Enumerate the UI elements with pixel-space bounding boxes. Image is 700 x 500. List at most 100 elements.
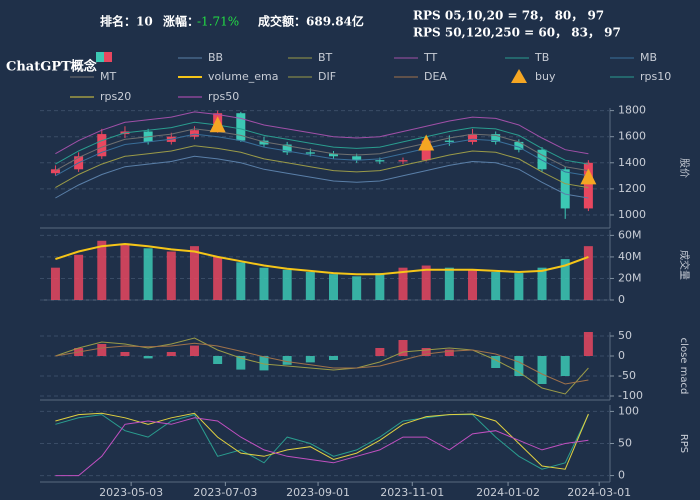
candle-body bbox=[583, 162, 593, 209]
buy-marker bbox=[580, 168, 597, 185]
chart-title: ChatGPT概念 bbox=[6, 59, 97, 75]
x-tick-label: 2024-03-01 bbox=[567, 486, 631, 499]
legend-label: rps10 bbox=[640, 70, 671, 83]
y-tick-label: 0 bbox=[618, 349, 625, 362]
series-line bbox=[55, 337, 589, 395]
y-tick-label: 20M bbox=[618, 271, 642, 284]
rps-short: RPS 05,10,20 = 78， 80， 97 bbox=[413, 9, 604, 23]
legend-label: TB bbox=[534, 51, 549, 64]
series-line bbox=[55, 111, 589, 155]
series-line bbox=[55, 128, 589, 172]
bar bbox=[491, 272, 501, 300]
legend-candle-icon bbox=[104, 52, 112, 62]
bar bbox=[282, 356, 292, 365]
legend-label: rps50 bbox=[208, 90, 239, 103]
bar bbox=[143, 356, 153, 359]
candle-body bbox=[282, 144, 292, 153]
legend-label: rps20 bbox=[100, 90, 131, 103]
bar bbox=[259, 356, 269, 371]
y-tick-label: 50 bbox=[618, 329, 632, 342]
legend-marker bbox=[511, 69, 527, 83]
y-tick-label: -100 bbox=[618, 389, 643, 402]
y-tick-label: 1800 bbox=[618, 104, 646, 117]
x-tick-label: 2023-11-01 bbox=[380, 486, 444, 499]
bar bbox=[120, 352, 130, 356]
candle-body bbox=[236, 113, 246, 141]
bar bbox=[97, 240, 107, 300]
bar bbox=[166, 251, 176, 300]
bar bbox=[537, 356, 547, 384]
y-tick-label: -50 bbox=[618, 369, 636, 382]
candle-body bbox=[328, 153, 338, 157]
y-tick-label: 100 bbox=[618, 404, 639, 417]
bar bbox=[444, 349, 454, 356]
legend-label: DEA bbox=[424, 70, 447, 83]
candle-body bbox=[97, 134, 107, 157]
y-axis-label: 成交量 bbox=[678, 250, 691, 280]
x-tick-label: 2023-05-03 bbox=[99, 486, 163, 499]
y-axis-label: close macd bbox=[678, 338, 689, 395]
candle-body bbox=[514, 141, 524, 150]
x-tick-label: 2023-09-01 bbox=[286, 486, 350, 499]
y-axis-label: 股价 bbox=[678, 158, 690, 178]
series-line bbox=[55, 417, 589, 477]
candle-body bbox=[352, 156, 362, 161]
rank: 排名：10 bbox=[100, 14, 153, 29]
series-line bbox=[55, 133, 589, 177]
series-line bbox=[55, 121, 589, 165]
bar bbox=[328, 356, 338, 360]
bar bbox=[259, 267, 269, 300]
candle-body bbox=[560, 169, 570, 209]
bar bbox=[375, 273, 385, 300]
bar bbox=[398, 340, 408, 356]
bar bbox=[236, 356, 246, 370]
change-label: 涨幅： bbox=[163, 14, 199, 29]
buy-marker bbox=[418, 134, 435, 151]
bar bbox=[213, 256, 223, 300]
series-line bbox=[55, 155, 589, 199]
candle-body bbox=[398, 160, 408, 162]
y-tick-label: 1000 bbox=[618, 208, 646, 221]
bar bbox=[537, 267, 547, 300]
bar bbox=[375, 348, 385, 356]
x-tick-label: 2023-07-03 bbox=[193, 486, 257, 499]
bar bbox=[189, 246, 199, 300]
legend-label: MT bbox=[100, 70, 116, 83]
buy-marker bbox=[209, 116, 226, 133]
y-tick-label: 1600 bbox=[618, 130, 646, 143]
candle-body bbox=[189, 130, 199, 137]
y-tick-label: 1400 bbox=[618, 156, 646, 169]
bar bbox=[120, 244, 130, 300]
y-tick-label: 50 bbox=[618, 437, 632, 450]
bar bbox=[514, 273, 524, 300]
bar bbox=[560, 356, 570, 376]
legend-label: volume_ema bbox=[208, 70, 278, 83]
bar bbox=[213, 356, 223, 364]
candle-body bbox=[537, 149, 547, 170]
legend-label: MB bbox=[640, 51, 657, 64]
candle-body bbox=[468, 134, 478, 142]
y-tick-label: 60M bbox=[618, 228, 642, 241]
legend-label: TT bbox=[423, 51, 438, 64]
bar bbox=[444, 267, 454, 300]
legend-label: DIF bbox=[318, 70, 336, 83]
series-line bbox=[55, 242, 589, 276]
bar bbox=[352, 276, 362, 300]
bar bbox=[305, 356, 315, 363]
y-tick-label: 40M bbox=[618, 250, 642, 263]
y-tick-label: 1200 bbox=[618, 182, 646, 195]
legend-label: BT bbox=[318, 51, 333, 64]
bar bbox=[583, 246, 593, 300]
bar bbox=[282, 269, 292, 300]
x-tick-label: 2024-01-02 bbox=[476, 486, 540, 499]
series-line bbox=[55, 414, 589, 470]
bar bbox=[468, 269, 478, 300]
bar bbox=[583, 332, 593, 356]
bar bbox=[305, 272, 315, 300]
rps-long: RPS 50,120,250 = 60， 83， 97 bbox=[413, 26, 621, 40]
turnover: 成交额：689.84亿 bbox=[258, 14, 364, 29]
bar bbox=[514, 356, 524, 376]
candle-body bbox=[259, 140, 269, 145]
series-line bbox=[55, 412, 589, 470]
